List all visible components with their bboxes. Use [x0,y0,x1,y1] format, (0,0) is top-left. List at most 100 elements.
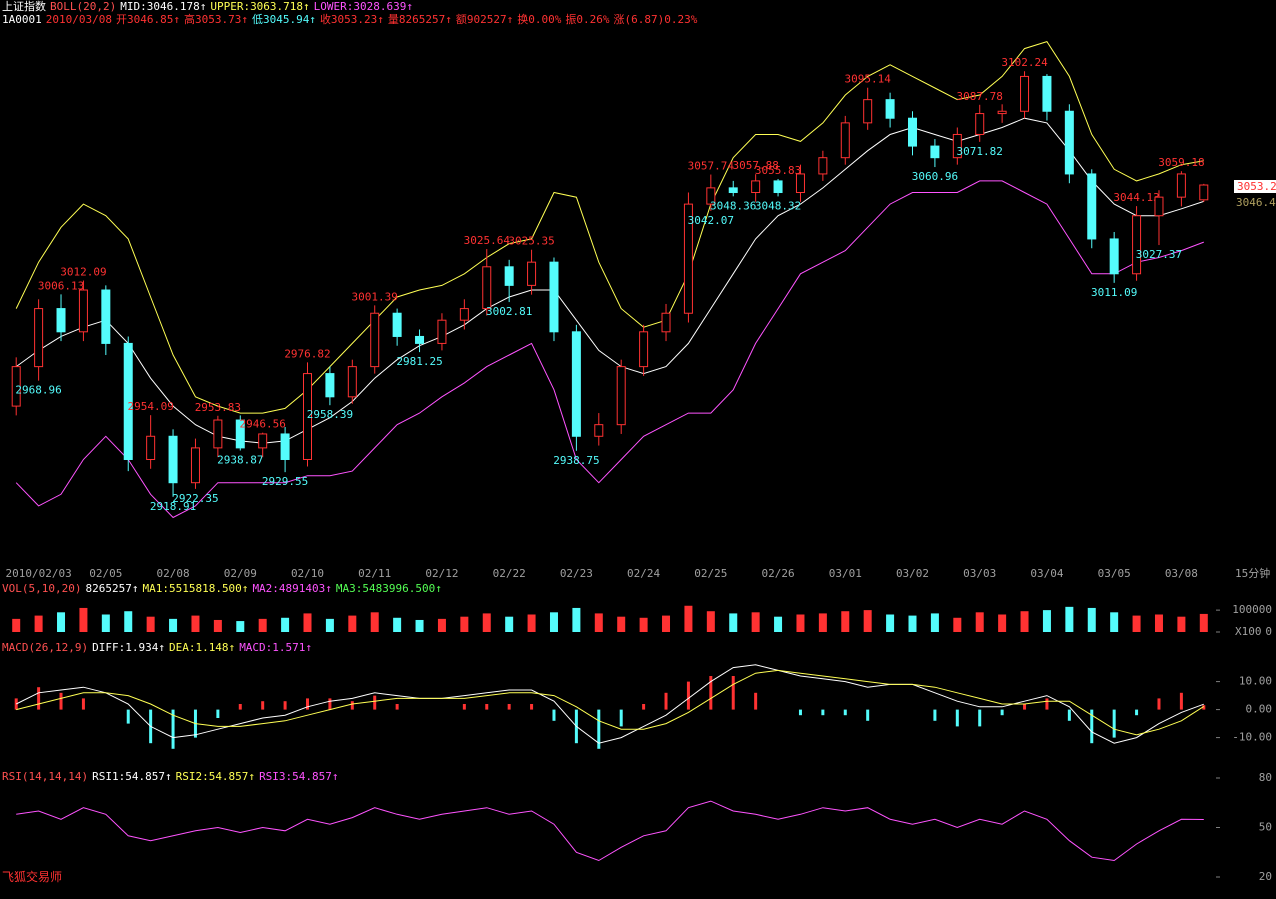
candle-body [303,373,312,460]
low-label: 3048.32 [755,199,801,212]
candle-body [751,180,761,194]
x-tick-label: 03/05 [1098,567,1131,580]
header-item: RSI3:54.857↑ [259,770,339,783]
candle-body [437,319,447,344]
high-label: 3057.74 [688,160,735,173]
header-item: MA2:4891403↑ [252,582,332,595]
volume-bar [1020,611,1029,632]
y-tick-label: 20 [1259,870,1272,883]
volume-bar [549,612,558,632]
brand: 飞狐交易师 [2,870,63,884]
candle-body [280,433,290,460]
candle-body [1109,238,1119,275]
x-tick-label: 02/08 [156,567,189,580]
x-tick-label: 02/24 [627,567,660,580]
candle-body [34,308,44,368]
volume-bar [437,618,446,632]
header-item: 上证指数 [2,0,46,13]
candle-body [56,308,66,333]
mid-price: 3046.4 [1236,196,1276,209]
x-tick-label: 03/08 [1165,567,1198,580]
volume-bar [124,611,133,632]
volume-bar [1087,607,1096,632]
x-tick-label: 02/11 [358,567,391,580]
indicator-header: MACD(26,12,9) DIFF:1.934↑ DEA:1.148↑ MACD:1… [2,641,316,655]
header-item: BOLL(20,2) [50,0,117,13]
high-label: 3087.78 [957,90,1003,103]
low-label: 3071.82 [957,145,1003,158]
x-tick-label: 2010/02/03 [5,567,71,580]
candle-body [258,433,268,449]
volume-bar [998,614,1007,632]
candle-body [1199,184,1209,201]
candle-body [706,187,716,205]
volume-bar [1042,610,1051,632]
candle-body [78,289,88,333]
x-tick-label: 03/01 [829,567,862,580]
period-label: 15分钟 [1235,566,1270,580]
candle-body [504,266,514,286]
volume-bar [303,613,312,632]
header-item: RSI2:54.857↑ [175,770,256,783]
x-tick-label: 02/09 [224,567,257,580]
y-tick-label: 0 [1265,625,1272,638]
indicator-header: RSI(14,14,14) RSI1:54.857↑ RSI2:54.857↑ RSI… [2,770,343,784]
low-label: 2981.25 [396,355,442,368]
header-item: 1A0001 [2,13,42,26]
volume-bar [617,616,626,632]
header-item: 量8265257↑ [387,13,452,26]
high-label: 3059.18 [1158,156,1204,169]
high-label: 3095.14 [845,73,892,86]
volume-bar [258,618,267,632]
candle-body [683,203,693,314]
x-tick-label: 02/05 [89,567,122,580]
volume-bar [34,615,43,632]
x-tick-label: 02/10 [291,567,324,580]
volume-bar [325,618,334,632]
volume-bar [482,613,491,632]
high-label: 3102.24 [1001,56,1048,69]
candle-body [1020,75,1030,112]
header-item: 收3053.23↑ [319,13,384,26]
candle-body [168,435,178,484]
header-item: DIFF:1.934↑ [92,641,165,654]
low-label: 2922.35 [172,492,218,505]
candle-body [1064,110,1074,175]
volume-bar [505,616,514,632]
candle-body [1176,173,1186,198]
header-item: MACD(26,12,9) [2,641,89,654]
header-item: 8265257↑ [85,582,139,595]
candle-body [952,133,962,159]
candle-body [11,366,21,407]
volume-bar [146,616,155,632]
indicator-header: 1A0001 2010/03/08 开3046.85↑ 高3053.73↑ 低3045.… [2,13,701,27]
candle-body [594,424,604,437]
low-label: 3048.36 [710,199,756,212]
candle-body [975,113,985,135]
volume-bar [975,612,984,632]
y-tick-label: 100000 [1232,603,1272,616]
volume-bar [572,607,581,632]
candle-body [213,419,223,449]
volume-bar [79,607,88,632]
volume-bar [101,614,110,632]
y-tick-label: -10.00 [1232,731,1272,744]
header-item: 高3053.73↑ [183,13,248,26]
boll-line [15,180,1204,519]
x-tick-label: 02/22 [493,567,526,580]
last-price: 3053.2 [1234,180,1276,193]
volume-bar [908,615,917,632]
volume-bar [662,615,671,632]
header-item: 额902527↑ [455,13,514,26]
candle-body [930,145,940,159]
volume-bar [818,613,827,632]
volume-bar [236,621,245,632]
volume-bar [729,613,738,632]
candle-body [840,122,850,159]
y-tick-label: 50 [1259,821,1272,834]
candle-body [661,312,671,333]
candle-body [773,180,783,194]
low-label: 3011.09 [1091,286,1137,299]
volume-bar [774,616,783,632]
